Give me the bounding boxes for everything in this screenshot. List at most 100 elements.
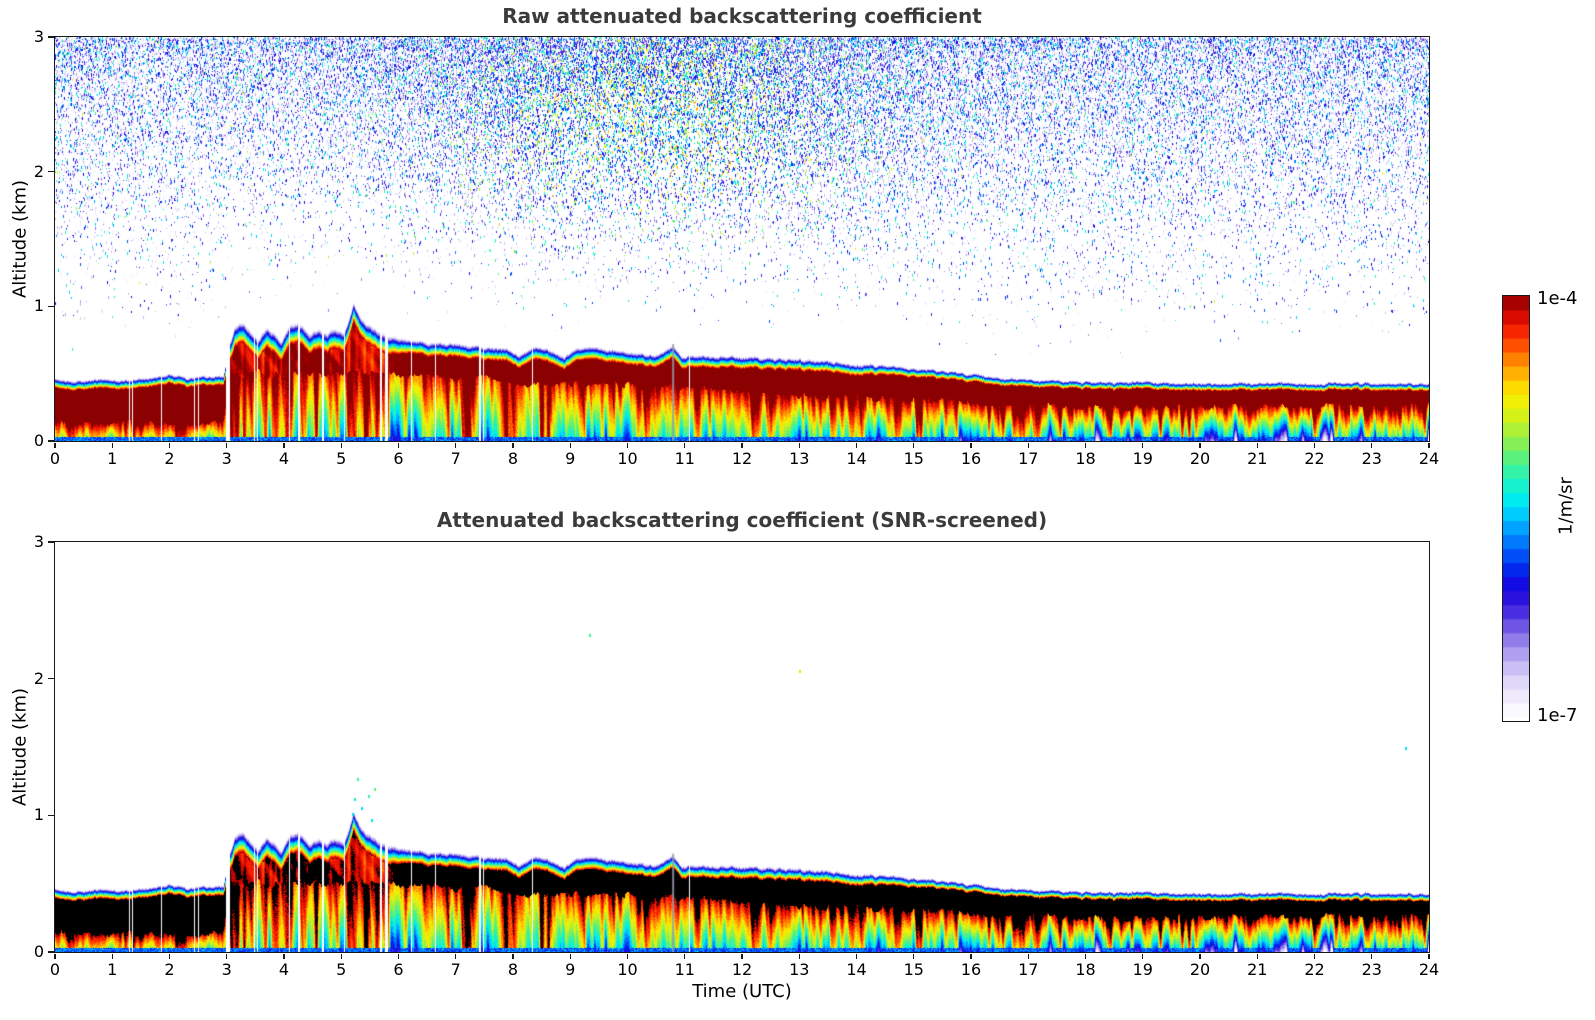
colorbar-frame xyxy=(1501,294,1530,722)
x-tick xyxy=(1313,442,1316,448)
x-tick xyxy=(54,953,56,959)
x-tick-label: 22 xyxy=(1304,960,1325,979)
x-tick xyxy=(512,442,514,448)
x-tick-label: 23 xyxy=(1361,960,1382,979)
x-tick xyxy=(741,953,743,959)
x-tick-label: 7 xyxy=(450,449,461,468)
y-tick-label: 1 xyxy=(33,296,44,316)
x-tick-label: 22 xyxy=(1304,449,1325,468)
x-tick-label: 10 xyxy=(617,960,638,979)
x-tick xyxy=(855,442,858,448)
x-tick-label: 12 xyxy=(731,449,753,468)
x-tick xyxy=(1371,442,1373,448)
x-tick-label: 2 xyxy=(164,960,175,979)
y-tick xyxy=(48,677,54,680)
y-tick-label: 0 xyxy=(33,942,44,961)
x-tick-label: 17 xyxy=(1018,960,1039,979)
x-tick xyxy=(1428,953,1430,959)
x-tick xyxy=(1142,953,1144,959)
y-tick-label: 2 xyxy=(33,161,44,181)
x-tick xyxy=(626,953,629,959)
x-tick-label: 5 xyxy=(336,960,347,979)
x-tick-label: 7 xyxy=(450,960,461,979)
x-tick xyxy=(512,953,514,959)
screened-panel-title: Attenuated backscattering coefficient (S… xyxy=(436,508,1048,532)
y-tick-label: 0 xyxy=(33,431,44,450)
x-tick xyxy=(168,442,171,448)
y-tick xyxy=(48,305,54,308)
x-tick xyxy=(340,442,342,448)
screened-panel-frame xyxy=(53,540,1430,953)
y-tick-label: 3 xyxy=(33,27,44,46)
raw-heatmap-canvas xyxy=(54,36,1429,441)
x-tick-label: 17 xyxy=(1018,449,1039,468)
x-tick xyxy=(455,953,457,959)
x-tick-label: 13 xyxy=(789,960,810,979)
x-tick xyxy=(1027,953,1029,959)
x-tick-label: 15 xyxy=(903,449,924,468)
x-tick xyxy=(1256,442,1258,448)
x-tick xyxy=(569,442,571,448)
x-tick xyxy=(1428,442,1430,448)
x-tick-label: 1 xyxy=(107,960,118,979)
x-tick xyxy=(340,953,342,959)
y-tick xyxy=(48,170,54,173)
x-tick-label: 3 xyxy=(221,960,232,979)
y-tick-label: 1 xyxy=(33,805,44,825)
x-tick xyxy=(1142,442,1144,448)
x-tick xyxy=(1084,953,1087,959)
x-tick xyxy=(913,953,915,959)
y-tick xyxy=(48,440,54,442)
x-tick-label: 20 xyxy=(1189,960,1211,979)
x-tick-label: 9 xyxy=(565,960,576,979)
x-tick-label: 15 xyxy=(903,960,924,979)
x-tick xyxy=(569,953,571,959)
x-tick-label: 4 xyxy=(278,449,290,468)
x-tick xyxy=(913,442,915,448)
x-tick-label: 2 xyxy=(164,449,175,468)
x-tick-label: 24 xyxy=(1418,449,1440,468)
x-axis-label: Time (UTC) xyxy=(692,981,792,1002)
x-tick xyxy=(1371,953,1373,959)
x-tick-label: 23 xyxy=(1361,449,1382,468)
x-tick-label: 16 xyxy=(960,449,982,468)
x-tick-label: 10 xyxy=(617,449,638,468)
x-tick-label: 20 xyxy=(1189,449,1211,468)
x-tick-label: 12 xyxy=(731,960,753,979)
x-tick xyxy=(1199,442,1201,448)
x-tick xyxy=(684,953,686,959)
x-tick-label: 18 xyxy=(1075,449,1096,468)
x-tick-label: 16 xyxy=(960,960,982,979)
colorbar-unit-label: 1/m/sr xyxy=(1555,477,1577,535)
x-tick xyxy=(798,442,800,448)
x-tick xyxy=(626,442,629,448)
x-tick-label: 11 xyxy=(674,449,695,468)
x-tick-label: 3 xyxy=(221,449,232,468)
raw-panel-title: Raw attenuated backscattering coefficien… xyxy=(502,4,982,28)
x-tick xyxy=(1313,953,1316,959)
y-tick-label: 3 xyxy=(33,532,44,551)
x-tick xyxy=(111,953,113,959)
x-tick-label: 5 xyxy=(336,449,347,468)
x-tick xyxy=(855,953,858,959)
x-tick-label: 19 xyxy=(1132,449,1153,468)
y-axis-label-bottom: Altitude (km) xyxy=(9,687,31,807)
x-tick xyxy=(397,953,400,959)
x-tick xyxy=(455,442,457,448)
y-tick xyxy=(48,36,54,38)
x-tick-label: 18 xyxy=(1075,960,1096,979)
x-tick-label: 9 xyxy=(565,449,576,468)
x-tick-label: 21 xyxy=(1247,960,1268,979)
x-tick xyxy=(684,442,686,448)
y-tick-label: 2 xyxy=(33,668,44,688)
colorbar-canvas xyxy=(1502,295,1529,717)
screened-heatmap-canvas xyxy=(54,541,1429,952)
x-tick-label: 14 xyxy=(846,960,867,979)
x-tick xyxy=(1084,442,1087,448)
x-tick-label: 14 xyxy=(846,449,867,468)
x-tick xyxy=(741,442,743,448)
x-tick xyxy=(1256,953,1258,959)
x-tick-label: 11 xyxy=(674,960,695,979)
x-tick xyxy=(397,442,400,448)
